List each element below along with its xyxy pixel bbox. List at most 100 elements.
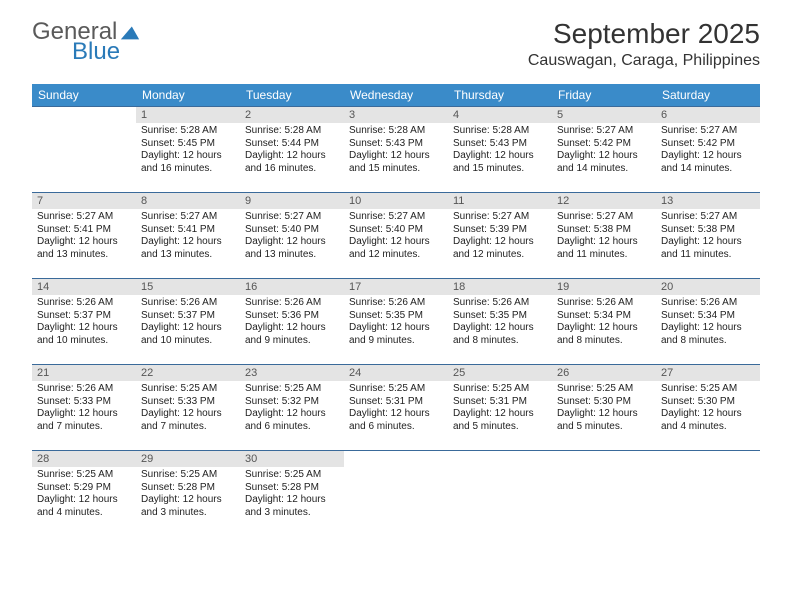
calendar-cell: 15 Sunrise: 5:26 AM Sunset: 5:37 PM Dayl… <box>136 279 240 365</box>
sunrise-text: Sunrise: 5:25 AM <box>661 383 755 396</box>
sunset-text: Sunset: 5:37 PM <box>37 310 131 323</box>
day-details: Sunrise: 5:27 AM Sunset: 5:40 PM Dayligh… <box>240 209 344 265</box>
sunrise-text: Sunrise: 5:27 AM <box>557 211 651 224</box>
sunrise-text: Sunrise: 5:28 AM <box>245 125 339 138</box>
day-details: Sunrise: 5:28 AM Sunset: 5:43 PM Dayligh… <box>448 123 552 179</box>
sunset-text: Sunset: 5:33 PM <box>141 396 235 409</box>
sunrise-text: Sunrise: 5:27 AM <box>245 211 339 224</box>
daylight-text: Daylight: 12 hours and 4 minutes. <box>661 408 755 433</box>
day-number: 1 <box>136 107 240 123</box>
day-number: 16 <box>240 279 344 295</box>
calendar-cell: 9 Sunrise: 5:27 AM Sunset: 5:40 PM Dayli… <box>240 193 344 279</box>
day-header: Saturday <box>656 84 760 107</box>
sunrise-text: Sunrise: 5:26 AM <box>557 297 651 310</box>
sunset-text: Sunset: 5:31 PM <box>453 396 547 409</box>
calendar-row: 1 Sunrise: 5:28 AM Sunset: 5:45 PM Dayli… <box>32 107 760 193</box>
calendar-cell <box>344 451 448 537</box>
sunset-text: Sunset: 5:34 PM <box>557 310 651 323</box>
calendar-cell: 16 Sunrise: 5:26 AM Sunset: 5:36 PM Dayl… <box>240 279 344 365</box>
daylight-text: Daylight: 12 hours and 3 minutes. <box>141 494 235 519</box>
day-header: Friday <box>552 84 656 107</box>
day-details: Sunrise: 5:26 AM Sunset: 5:37 PM Dayligh… <box>136 295 240 351</box>
calendar-cell: 22 Sunrise: 5:25 AM Sunset: 5:33 PM Dayl… <box>136 365 240 451</box>
sunrise-text: Sunrise: 5:27 AM <box>37 211 131 224</box>
day-details: Sunrise: 5:25 AM Sunset: 5:31 PM Dayligh… <box>448 381 552 437</box>
calendar-cell: 4 Sunrise: 5:28 AM Sunset: 5:43 PM Dayli… <box>448 107 552 193</box>
day-details: Sunrise: 5:26 AM Sunset: 5:37 PM Dayligh… <box>32 295 136 351</box>
sunset-text: Sunset: 5:40 PM <box>245 224 339 237</box>
calendar-cell: 11 Sunrise: 5:27 AM Sunset: 5:39 PM Dayl… <box>448 193 552 279</box>
calendar-cell: 27 Sunrise: 5:25 AM Sunset: 5:30 PM Dayl… <box>656 365 760 451</box>
sunset-text: Sunset: 5:38 PM <box>661 224 755 237</box>
calendar-cell: 13 Sunrise: 5:27 AM Sunset: 5:38 PM Dayl… <box>656 193 760 279</box>
day-details: Sunrise: 5:28 AM Sunset: 5:45 PM Dayligh… <box>136 123 240 179</box>
day-number: 12 <box>552 193 656 209</box>
daylight-text: Daylight: 12 hours and 8 minutes. <box>453 322 547 347</box>
daylight-text: Daylight: 12 hours and 16 minutes. <box>141 150 235 175</box>
calendar-cell: 12 Sunrise: 5:27 AM Sunset: 5:38 PM Dayl… <box>552 193 656 279</box>
calendar-row: 14 Sunrise: 5:26 AM Sunset: 5:37 PM Dayl… <box>32 279 760 365</box>
sunset-text: Sunset: 5:43 PM <box>453 138 547 151</box>
logo-triangle-icon <box>119 21 141 43</box>
daylight-text: Daylight: 12 hours and 9 minutes. <box>245 322 339 347</box>
calendar-cell: 10 Sunrise: 5:27 AM Sunset: 5:40 PM Dayl… <box>344 193 448 279</box>
sunset-text: Sunset: 5:34 PM <box>661 310 755 323</box>
daylight-text: Daylight: 12 hours and 10 minutes. <box>37 322 131 347</box>
calendar-cell: 2 Sunrise: 5:28 AM Sunset: 5:44 PM Dayli… <box>240 107 344 193</box>
sunset-text: Sunset: 5:29 PM <box>37 482 131 495</box>
day-header: Sunday <box>32 84 136 107</box>
sunrise-text: Sunrise: 5:28 AM <box>349 125 443 138</box>
day-number: 25 <box>448 365 552 381</box>
sunrise-text: Sunrise: 5:26 AM <box>245 297 339 310</box>
calendar-row: 28 Sunrise: 5:25 AM Sunset: 5:29 PM Dayl… <box>32 451 760 537</box>
sunset-text: Sunset: 5:35 PM <box>349 310 443 323</box>
sunrise-text: Sunrise: 5:28 AM <box>453 125 547 138</box>
calendar-cell: 21 Sunrise: 5:26 AM Sunset: 5:33 PM Dayl… <box>32 365 136 451</box>
day-number: 4 <box>448 107 552 123</box>
sunset-text: Sunset: 5:32 PM <box>245 396 339 409</box>
sunrise-text: Sunrise: 5:25 AM <box>245 469 339 482</box>
sunrise-text: Sunrise: 5:26 AM <box>661 297 755 310</box>
day-details: Sunrise: 5:26 AM Sunset: 5:34 PM Dayligh… <box>552 295 656 351</box>
day-number: 29 <box>136 451 240 467</box>
sunrise-text: Sunrise: 5:25 AM <box>245 383 339 396</box>
day-details: Sunrise: 5:27 AM Sunset: 5:42 PM Dayligh… <box>656 123 760 179</box>
day-details: Sunrise: 5:27 AM Sunset: 5:39 PM Dayligh… <box>448 209 552 265</box>
daylight-text: Daylight: 12 hours and 14 minutes. <box>661 150 755 175</box>
daylight-text: Daylight: 12 hours and 11 minutes. <box>557 236 651 261</box>
day-details: Sunrise: 5:26 AM Sunset: 5:35 PM Dayligh… <box>448 295 552 351</box>
calendar-cell: 5 Sunrise: 5:27 AM Sunset: 5:42 PM Dayli… <box>552 107 656 193</box>
day-details: Sunrise: 5:25 AM Sunset: 5:29 PM Dayligh… <box>32 467 136 523</box>
daylight-text: Daylight: 12 hours and 14 minutes. <box>557 150 651 175</box>
day-number: 27 <box>656 365 760 381</box>
day-details: Sunrise: 5:27 AM Sunset: 5:41 PM Dayligh… <box>32 209 136 265</box>
day-number: 7 <box>32 193 136 209</box>
daylight-text: Daylight: 12 hours and 3 minutes. <box>245 494 339 519</box>
sunset-text: Sunset: 5:39 PM <box>453 224 547 237</box>
daylight-text: Daylight: 12 hours and 8 minutes. <box>557 322 651 347</box>
daylight-text: Daylight: 12 hours and 12 minutes. <box>349 236 443 261</box>
day-number: 26 <box>552 365 656 381</box>
sunset-text: Sunset: 5:38 PM <box>557 224 651 237</box>
sunset-text: Sunset: 5:28 PM <box>245 482 339 495</box>
day-details: Sunrise: 5:25 AM Sunset: 5:30 PM Dayligh… <box>552 381 656 437</box>
sunrise-text: Sunrise: 5:27 AM <box>557 125 651 138</box>
day-number: 28 <box>32 451 136 467</box>
day-details: Sunrise: 5:26 AM Sunset: 5:35 PM Dayligh… <box>344 295 448 351</box>
calendar-cell: 6 Sunrise: 5:27 AM Sunset: 5:42 PM Dayli… <box>656 107 760 193</box>
sunrise-text: Sunrise: 5:27 AM <box>661 125 755 138</box>
daylight-text: Daylight: 12 hours and 9 minutes. <box>349 322 443 347</box>
page-title: September 2025 <box>528 18 760 50</box>
sunrise-text: Sunrise: 5:25 AM <box>141 383 235 396</box>
daylight-text: Daylight: 12 hours and 15 minutes. <box>453 150 547 175</box>
sunrise-text: Sunrise: 5:25 AM <box>37 469 131 482</box>
sunrise-text: Sunrise: 5:27 AM <box>453 211 547 224</box>
calendar-cell <box>448 451 552 537</box>
day-number: 6 <box>656 107 760 123</box>
day-details: Sunrise: 5:26 AM Sunset: 5:33 PM Dayligh… <box>32 381 136 437</box>
day-number: 20 <box>656 279 760 295</box>
calendar-cell: 20 Sunrise: 5:26 AM Sunset: 5:34 PM Dayl… <box>656 279 760 365</box>
sunset-text: Sunset: 5:40 PM <box>349 224 443 237</box>
sunset-text: Sunset: 5:41 PM <box>37 224 131 237</box>
day-header: Thursday <box>448 84 552 107</box>
